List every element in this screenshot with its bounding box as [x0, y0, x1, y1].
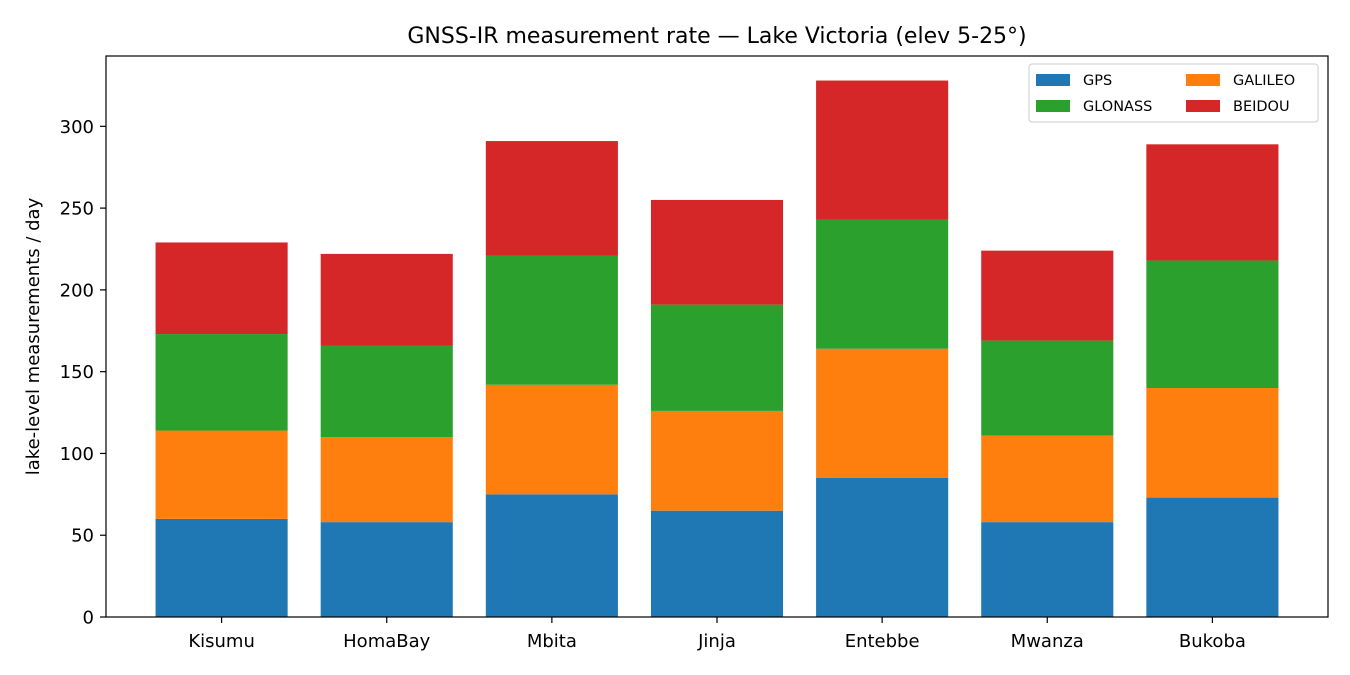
x-tick-label-homabay: HomaBay	[343, 631, 430, 652]
bar-mbita-gps	[485, 494, 618, 617]
bar-entebbe-gps	[816, 477, 949, 617]
bar-bukoba-glonass	[1146, 260, 1279, 389]
legend-label-glonass: GLONASS	[1083, 99, 1152, 115]
bar-homabay-beidou	[320, 253, 453, 346]
y-tick-label-200: 200	[60, 280, 94, 301]
bar-kisumu-gps	[155, 518, 288, 617]
bar-bukoba-gps	[1146, 497, 1279, 617]
y-tick-label-250: 250	[60, 199, 94, 220]
bar-homabay-gps	[320, 522, 453, 617]
y-tick-label-50: 50	[71, 526, 94, 547]
bars-layer	[155, 80, 1279, 617]
x-axis: Kisumu HomaBay Mbita Jinja Entebbe Mwanza Buko…	[188, 617, 1246, 652]
bar-jinja-galileo	[650, 410, 784, 511]
bar-mbita-beidou	[485, 141, 618, 256]
x-tick-label-bukoba: Bukoba	[1179, 631, 1246, 652]
x-tick-label-mbita: Mbita	[527, 631, 577, 652]
bar-entebbe-galileo	[816, 348, 949, 478]
bar-jinja-gps	[650, 510, 784, 617]
bar-entebbe-beidou	[816, 80, 949, 220]
bar-jinja-glonass	[650, 304, 784, 411]
x-tick-label-kisumu: Kisumu	[188, 631, 255, 652]
bar-kisumu-glonass	[155, 334, 288, 431]
bar-homabay-galileo	[320, 437, 453, 523]
bar-mbita-glonass	[485, 255, 618, 385]
y-tick-label-300: 300	[60, 117, 94, 138]
legend-swatch-beidou	[1186, 100, 1220, 112]
bar-mwanza-galileo	[981, 435, 1114, 523]
legend-swatch-galileo	[1186, 74, 1220, 86]
chart-title: GNSS-IR measurement rate — Lake Victoria…	[407, 24, 1026, 49]
y-axis: 0 50 100 150 200 250 300	[60, 117, 106, 629]
legend-swatch-gps	[1036, 74, 1070, 86]
bar-mwanza-glonass	[981, 340, 1114, 436]
x-tick-label-entebbe: Entebbe	[845, 631, 920, 652]
bar-mwanza-beidou	[981, 250, 1114, 341]
x-tick-label-mwanza: Mwanza	[1011, 631, 1084, 652]
legend-frame	[1028, 63, 1319, 123]
y-axis-title: lake-level measurements / day	[23, 197, 44, 475]
bar-kisumu-beidou	[155, 242, 288, 335]
legend-swatch-glonass	[1036, 100, 1070, 112]
y-tick-label-100: 100	[60, 444, 94, 465]
bar-bukoba-galileo	[1146, 388, 1279, 498]
bar-homabay-glonass	[320, 345, 453, 438]
legend-label-gps: GPS	[1083, 73, 1112, 89]
bar-entebbe-glonass	[816, 219, 949, 349]
bar-mwanza-gps	[981, 522, 1114, 617]
y-tick-label-0: 0	[83, 608, 94, 629]
bar-bukoba-beidou	[1146, 144, 1279, 261]
legend-label-beidou: BEIDOU	[1233, 99, 1290, 115]
legend: GPS GALILEO GLONASS BEIDOU	[1028, 63, 1319, 123]
bar-jinja-beidou	[650, 199, 784, 305]
bar-kisumu-galileo	[155, 430, 288, 519]
legend-label-galileo: GALILEO	[1233, 73, 1295, 89]
bar-mbita-galileo	[485, 384, 618, 495]
x-tick-label-jinja: Jinja	[697, 631, 736, 652]
y-tick-label-150: 150	[60, 362, 94, 383]
